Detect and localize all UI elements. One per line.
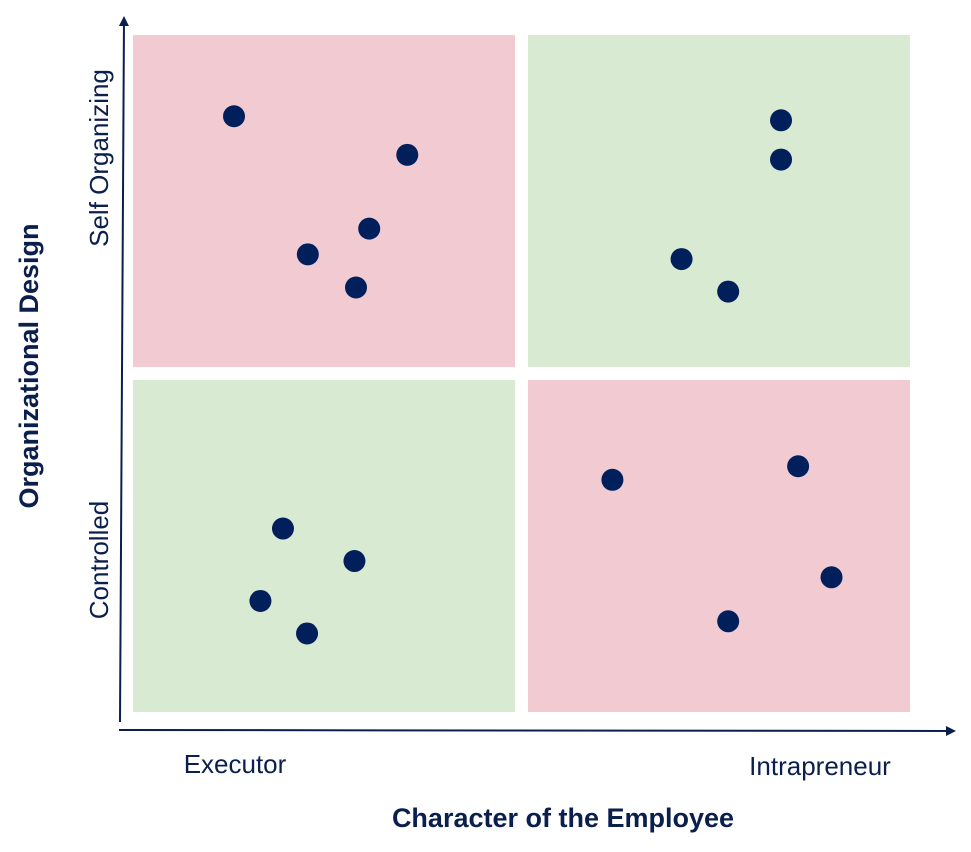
- data-point: [223, 105, 246, 128]
- quadrant-intrapreneur-self-organizing: [528, 35, 910, 367]
- quadrant-intrapreneur-controlled: [528, 380, 910, 712]
- data-point: [670, 248, 693, 271]
- data-point: [820, 566, 843, 589]
- y-tick-label-self-organizing: Self Organizing: [84, 69, 114, 247]
- data-point: [344, 276, 367, 299]
- data-point: [770, 148, 793, 171]
- data-point: [358, 217, 381, 240]
- x-axis-title: Character of the Employee: [392, 803, 734, 833]
- data-point: [787, 455, 810, 478]
- x-tick-label-executor: Executor: [184, 749, 287, 779]
- y-tick-label-controlled: Controlled: [84, 501, 114, 620]
- data-point: [601, 468, 624, 491]
- quadrants: [133, 35, 910, 712]
- data-point: [396, 143, 419, 166]
- data-point: [271, 517, 294, 540]
- quadrant-executor-controlled: [133, 380, 515, 712]
- y-axis: [118, 16, 129, 723]
- quadrant-executor-self-organizing: [133, 35, 515, 367]
- data-point: [296, 622, 319, 645]
- data-point: [296, 243, 319, 266]
- data-point: [249, 589, 272, 612]
- data-point: [717, 280, 740, 303]
- data-point: [343, 550, 366, 573]
- data-point: [770, 109, 793, 132]
- x-tick-label-intrapreneur: Intrapreneur: [749, 751, 891, 781]
- data-point: [717, 610, 740, 633]
- y-axis-title: Organizational Design: [14, 223, 44, 508]
- data-points: [223, 105, 843, 645]
- x-axis: [118, 725, 956, 736]
